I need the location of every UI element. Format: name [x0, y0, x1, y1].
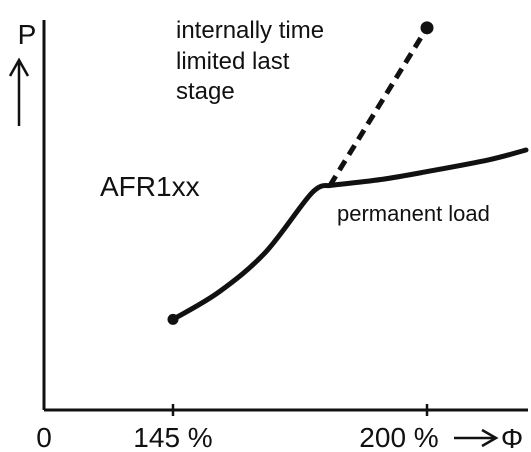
end-marker	[420, 21, 434, 35]
series-line-rising	[170, 182, 333, 322]
x-tick-label-145: 145 %	[133, 422, 212, 452]
x-tick-label-0: 0	[36, 422, 52, 452]
device-label: AFR1xx	[100, 171, 200, 202]
y-axis-arrow-icon	[8, 57, 30, 126]
annotation-time-limited-line-3: stage	[176, 78, 235, 105]
x-axis-label: Φ	[501, 423, 523, 452]
annotation-permanent-load-line-1: permanent load	[337, 201, 490, 226]
series-line-permanent-load	[327, 147, 529, 188]
x-tick-label-200: 200 %	[359, 422, 438, 452]
annotation-time-limited: internally time limited last stage	[176, 17, 331, 105]
annotation-time-limited-line-2: limited last	[176, 48, 290, 75]
series-line-time-limited	[327, 26, 430, 187]
y-axis-label: P	[18, 19, 37, 50]
start-marker	[167, 313, 179, 325]
annotation-permanent-load: permanent load	[337, 201, 490, 226]
annotation-time-limited-line-1: internally time	[176, 17, 324, 44]
x-axis-arrow-icon	[454, 428, 499, 448]
